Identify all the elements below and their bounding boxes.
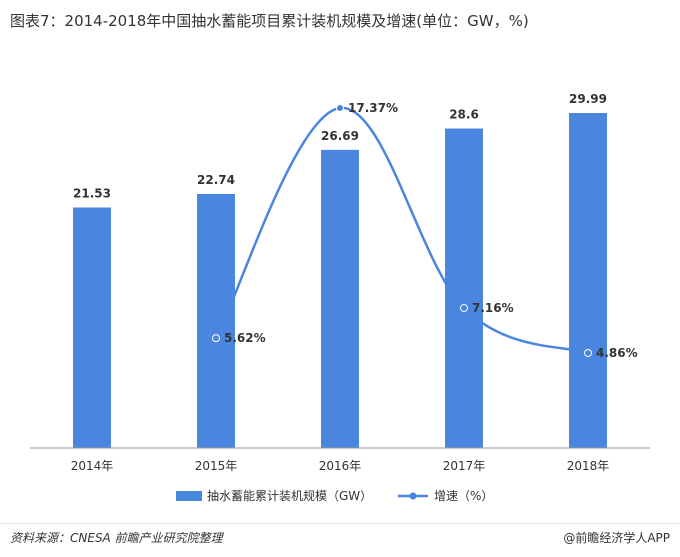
x-tick-label: 2015年: [195, 459, 238, 473]
legend-bar-label: 抽水蓄能累计装机规模（GW）: [207, 488, 372, 503]
legend-bar-swatch: [176, 491, 202, 501]
legend: 抽水蓄能累计装机规模（GW） 增速（%）: [176, 488, 493, 503]
growth-point: [584, 349, 592, 357]
legend-line-label: 增速（%）: [434, 489, 493, 503]
growth-point: [212, 334, 220, 343]
chart-title: 图表7：2014-2018年中国抽水蓄能项目累计装机规模及增速(单位：GW，%): [10, 12, 529, 30]
brand-text: @前瞻经济学人APP: [563, 531, 670, 545]
x-tick-label: 2017年: [443, 459, 486, 473]
bar-value-labels: 21.53 22.74 26.69 28.6 29.99: [73, 92, 607, 201]
bar-value-label: 22.74: [197, 173, 235, 187]
bar-value-label: 28.6: [449, 108, 479, 122]
chart-canvas: 21.53 22.74 26.69 28.6 29.99 5.62% 17.37% 7.16…: [30, 92, 650, 503]
bar-value-label: 21.53: [73, 187, 111, 201]
growth-value-label: 7.16%: [472, 301, 514, 315]
growth-point: [336, 104, 344, 112]
x-tick-label: 2016年: [319, 459, 362, 473]
bar-value-label: 26.69: [321, 129, 359, 143]
bar-2018年: [569, 113, 607, 448]
growth-point: [460, 303, 468, 312]
source-note: 资料来源：CNESA 前瞻产业研究院整理: [10, 531, 223, 545]
bar-value-label: 29.99: [569, 92, 607, 106]
growth-rate-line: [214, 106, 589, 355]
growth-value-label: 5.62%: [224, 331, 266, 345]
growth-value-label: 4.86%: [596, 346, 638, 360]
x-tick-label: 2014年: [71, 459, 114, 473]
growth-rate-points: [212, 104, 592, 357]
bar-2017年: [445, 128, 483, 448]
legend-line-marker: [409, 492, 417, 500]
bar-2015年: [197, 193, 235, 448]
bar-series: [73, 113, 607, 448]
footer-divider: [0, 523, 680, 524]
bar-2016年: [321, 149, 359, 448]
x-axis-tick-labels: 2014年 2015年 2016年 2017年 2018年: [71, 459, 610, 473]
bar-2014年: [73, 207, 111, 448]
x-tick-label: 2018年: [567, 459, 610, 473]
growth-value-label: 17.37%: [348, 101, 398, 115]
brand-attribution: @前瞻经济学人APP: [563, 529, 670, 546]
growth-rate-labels: 5.62% 17.37% 7.16% 4.86%: [224, 101, 638, 360]
